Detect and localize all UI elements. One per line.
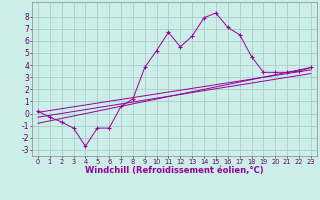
X-axis label: Windchill (Refroidissement éolien,°C): Windchill (Refroidissement éolien,°C)	[85, 166, 264, 175]
